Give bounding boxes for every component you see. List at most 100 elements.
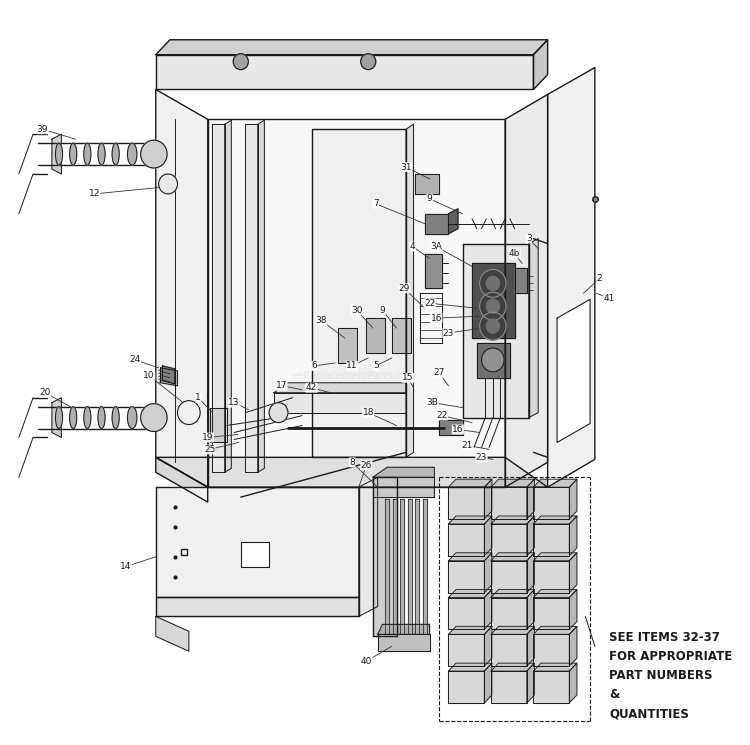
Text: 40: 40 (361, 656, 372, 666)
Ellipse shape (145, 143, 151, 165)
Circle shape (141, 140, 167, 168)
Polygon shape (533, 561, 569, 592)
Polygon shape (373, 478, 397, 636)
Polygon shape (533, 479, 577, 487)
Polygon shape (225, 120, 231, 472)
Polygon shape (533, 524, 569, 556)
Polygon shape (569, 553, 577, 592)
Polygon shape (533, 39, 548, 89)
Polygon shape (208, 119, 506, 487)
Polygon shape (393, 499, 397, 634)
Text: 26: 26 (361, 461, 372, 470)
Circle shape (480, 312, 506, 340)
Polygon shape (156, 39, 548, 54)
Polygon shape (526, 516, 535, 556)
Circle shape (158, 174, 178, 194)
Polygon shape (491, 553, 535, 561)
Polygon shape (448, 487, 484, 519)
Polygon shape (491, 524, 526, 556)
Text: 9: 9 (380, 305, 386, 314)
Polygon shape (358, 478, 378, 616)
Polygon shape (241, 542, 269, 567)
Polygon shape (156, 616, 189, 651)
Text: 24: 24 (130, 355, 141, 364)
Text: 22: 22 (436, 411, 448, 420)
Text: 23: 23 (476, 453, 488, 462)
Circle shape (482, 348, 504, 372)
Text: 20: 20 (40, 388, 51, 397)
Ellipse shape (56, 407, 62, 428)
Polygon shape (484, 516, 492, 556)
Polygon shape (448, 597, 484, 630)
Polygon shape (484, 553, 492, 592)
Polygon shape (373, 478, 434, 497)
Polygon shape (156, 457, 548, 487)
Text: 6: 6 (311, 361, 317, 370)
Polygon shape (491, 634, 526, 666)
Polygon shape (526, 589, 535, 630)
Polygon shape (156, 89, 208, 487)
Polygon shape (258, 120, 264, 472)
Polygon shape (484, 589, 492, 630)
Circle shape (486, 276, 500, 291)
Polygon shape (526, 663, 535, 703)
Polygon shape (424, 214, 448, 234)
Polygon shape (448, 589, 492, 597)
Text: 39: 39 (37, 124, 48, 134)
Text: 38: 38 (315, 316, 327, 325)
Text: 27: 27 (433, 368, 445, 377)
Polygon shape (448, 663, 492, 671)
Polygon shape (548, 68, 595, 487)
Text: 4b: 4b (509, 249, 520, 258)
Ellipse shape (84, 143, 91, 165)
Text: 2: 2 (597, 274, 602, 283)
Polygon shape (484, 479, 492, 519)
Polygon shape (557, 299, 590, 443)
Polygon shape (477, 343, 510, 378)
Polygon shape (491, 597, 526, 630)
Polygon shape (491, 479, 535, 487)
Text: 25: 25 (204, 445, 215, 454)
Polygon shape (212, 124, 225, 472)
Polygon shape (338, 328, 357, 363)
Ellipse shape (70, 407, 76, 428)
Circle shape (486, 319, 500, 333)
Text: 10: 10 (143, 371, 155, 380)
Polygon shape (491, 589, 535, 597)
Text: 9: 9 (427, 194, 433, 203)
Text: 41: 41 (603, 294, 615, 302)
Text: 1: 1 (196, 393, 201, 402)
Polygon shape (52, 134, 62, 174)
Polygon shape (526, 553, 535, 592)
Text: 21: 21 (462, 441, 473, 450)
Text: 19: 19 (202, 433, 214, 442)
Polygon shape (506, 95, 548, 487)
Text: 3A: 3A (430, 242, 442, 251)
Polygon shape (526, 627, 535, 666)
Text: 12: 12 (88, 189, 100, 198)
Polygon shape (533, 663, 577, 671)
Text: 14: 14 (120, 562, 131, 571)
Polygon shape (378, 634, 430, 651)
Polygon shape (163, 366, 175, 384)
Polygon shape (424, 253, 442, 288)
Polygon shape (533, 516, 577, 524)
Circle shape (361, 54, 376, 69)
Ellipse shape (112, 143, 119, 165)
Polygon shape (491, 487, 526, 519)
Text: 16: 16 (452, 425, 464, 434)
Polygon shape (386, 499, 389, 634)
Polygon shape (156, 597, 358, 616)
Ellipse shape (128, 407, 137, 428)
Polygon shape (156, 54, 533, 89)
Polygon shape (448, 671, 484, 703)
Text: 30: 30 (351, 305, 363, 314)
Polygon shape (533, 627, 577, 634)
Polygon shape (439, 419, 463, 436)
Polygon shape (533, 487, 569, 519)
Circle shape (480, 292, 506, 320)
Text: 23: 23 (442, 329, 454, 337)
Polygon shape (491, 627, 535, 634)
Text: eeReplacementParts.com: eeReplacementParts.com (291, 371, 417, 381)
Polygon shape (274, 393, 406, 413)
